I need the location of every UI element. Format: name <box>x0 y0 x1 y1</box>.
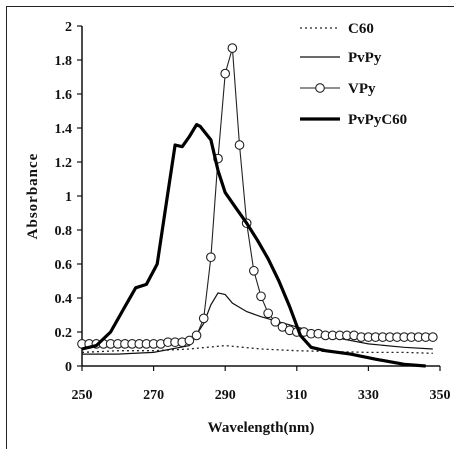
y-tick-label: 0 <box>65 360 72 375</box>
data-point-vpy <box>263 308 274 319</box>
chart-frame <box>6 6 454 449</box>
y-tick-label: 2 <box>65 20 72 35</box>
data-point-vpy <box>256 291 266 302</box>
data-point-vpy <box>206 252 216 263</box>
series-line-c60 <box>81 344 433 354</box>
y-tick-label: 0.8 <box>55 224 73 239</box>
x-ticks: 250 270 290 310 330 350 <box>72 366 451 403</box>
y-tick-label: 0.4 <box>55 292 73 307</box>
series-layer <box>77 43 438 368</box>
x-axis-title: Wavelength(nm) <box>208 420 315 436</box>
y-ticks: 0 0.2 0.4 0.6 0.8 1 1.2 1.4 1.6 1.8 2 <box>55 20 82 375</box>
y-axis-title: Absorbance <box>25 153 41 240</box>
data-point-vpy <box>191 330 202 341</box>
y-tick-label: 0.2 <box>55 326 73 341</box>
x-tick-label: 310 <box>286 388 307 403</box>
plot-area: 250 270 290 310 330 350 0 0.2 0.4 0.6 0.8 1 1.2 1.4 1… <box>55 20 451 403</box>
x-tick-label: 330 <box>358 388 379 403</box>
data-point-vpy <box>227 43 238 53</box>
y-tick-label: 1.2 <box>55 156 73 171</box>
data-point-vpy <box>234 140 245 150</box>
legend-label-c60: C60 <box>348 21 374 37</box>
data-point-vpy <box>198 313 209 324</box>
y-tick-label: 0.6 <box>55 258 73 273</box>
y-tick-label: 1.4 <box>55 122 73 137</box>
x-tick-label: 270 <box>143 388 164 403</box>
data-point-vpy <box>184 335 195 346</box>
data-point-vpy <box>220 68 231 79</box>
legend-label-pvpy: PvPy <box>348 50 382 66</box>
series-line-pvpy <box>82 292 433 355</box>
legend-label-vpy: VPy <box>348 81 376 97</box>
y-tick-label: 1.6 <box>55 88 73 103</box>
data-point-vpy <box>248 265 259 276</box>
y-tick-label: 1.8 <box>55 54 73 69</box>
y-tick-label: 1 <box>65 190 72 205</box>
data-point-vpy <box>270 316 281 327</box>
legend: C60 PvPy VPy PvPyC60 <box>300 21 407 128</box>
series-line-pvpyc60 <box>81 123 426 368</box>
legend-label-pvpyc60: PvPyC60 <box>348 112 407 128</box>
x-tick-label: 250 <box>72 388 93 403</box>
legend-marker <box>315 83 325 93</box>
data-point-vpy <box>427 332 438 342</box>
x-tick-label: 290 <box>215 388 236 403</box>
x-tick-label: 350 <box>430 388 451 403</box>
